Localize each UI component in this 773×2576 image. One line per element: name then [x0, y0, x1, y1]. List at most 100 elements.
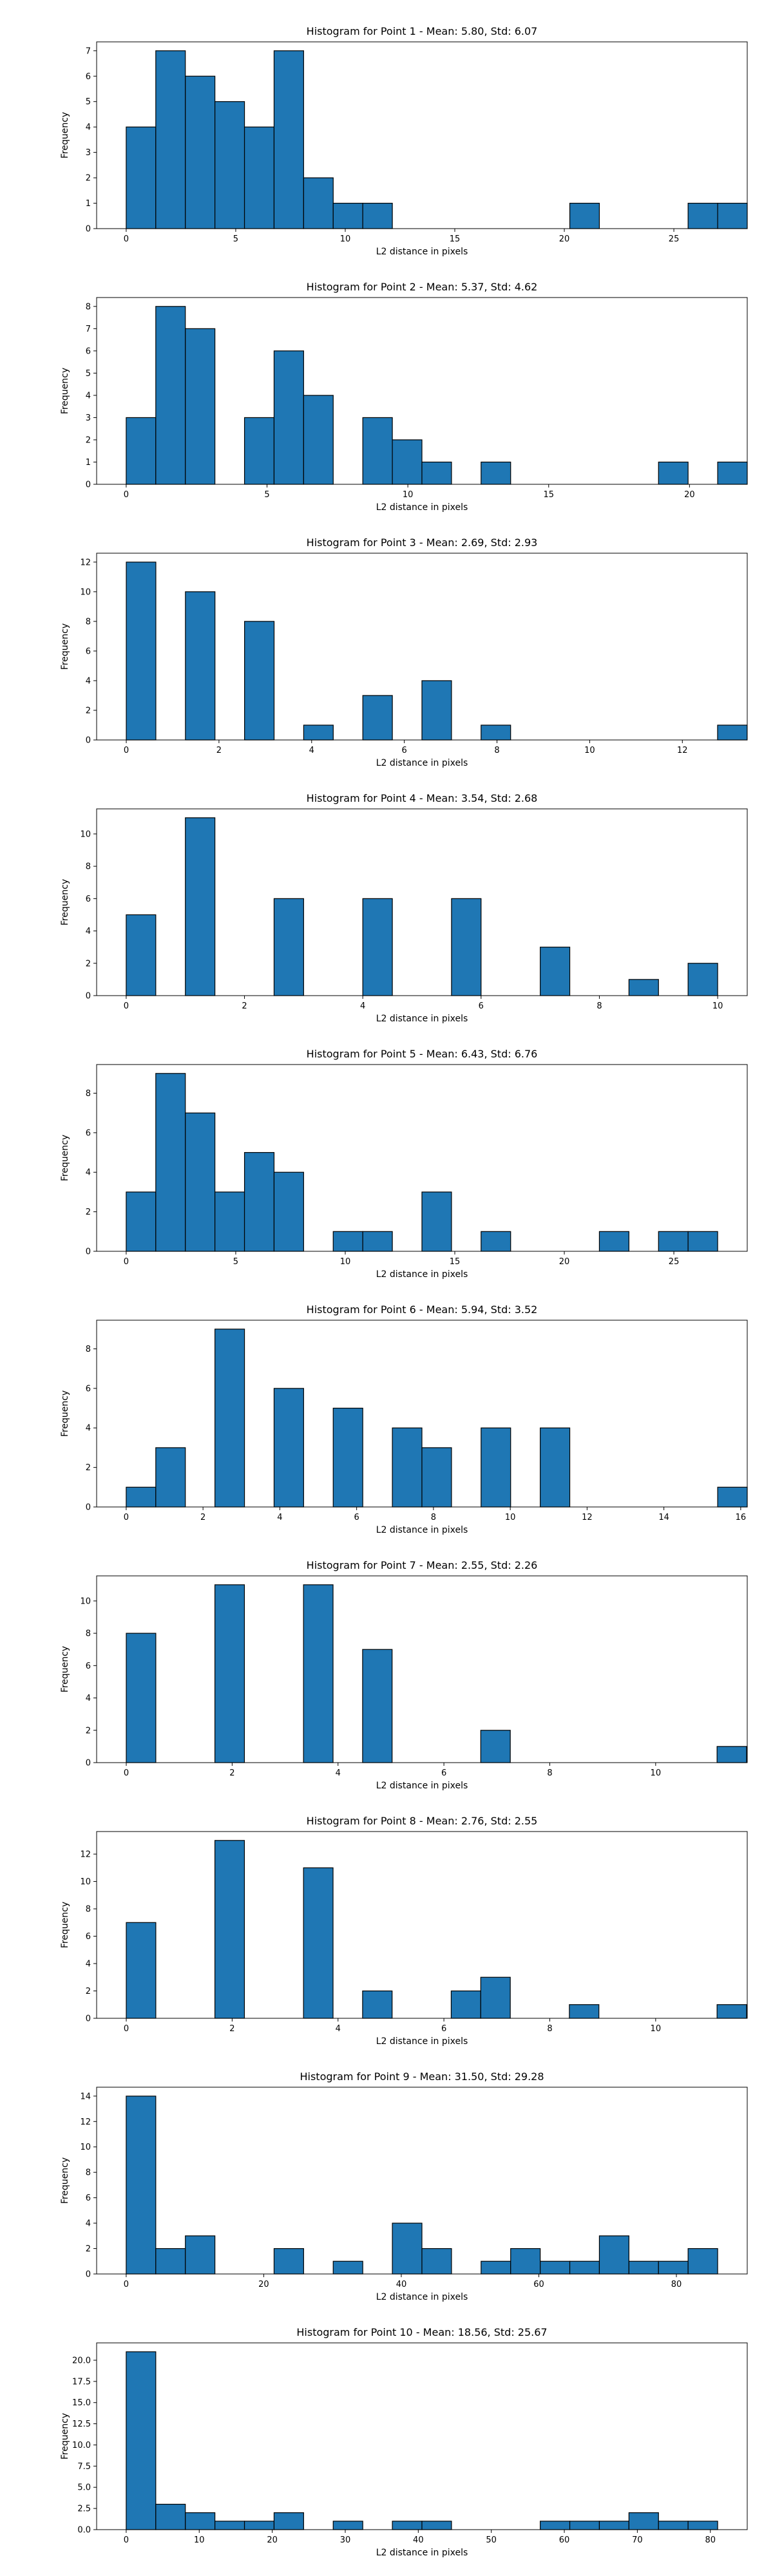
- x-tick-label: 60: [559, 2535, 570, 2545]
- y-tick-label: 8: [86, 1345, 91, 1354]
- x-tick-label: 40: [413, 2535, 424, 2545]
- y-tick-label: 10: [80, 2143, 91, 2152]
- histogram-bar: [303, 724, 334, 741]
- y-tick-label: 6: [86, 1384, 91, 1394]
- y-tick-label: 2: [86, 435, 91, 445]
- chart-title: Histogram for Point 6 - Mean: 5.94, Std:…: [307, 1303, 538, 1316]
- histogram-bar: [717, 1486, 748, 1508]
- histogram-bar: [273, 898, 304, 996]
- y-tick-label: 3: [86, 148, 91, 158]
- y-tick-label: 2: [86, 1987, 91, 1996]
- x-tick-label: 5: [233, 1257, 238, 1267]
- histogram-bar: [687, 2521, 718, 2530]
- y-tick-label: 0.0: [77, 2526, 91, 2535]
- histogram-bar: [303, 1867, 334, 2019]
- y-tick-label: 4: [86, 1960, 91, 1969]
- x-axis-label: L2 distance in pixels: [376, 1781, 468, 1791]
- histogram-bar: [332, 2260, 363, 2275]
- x-tick-label: 4: [360, 1001, 365, 1011]
- plot-frame: [96, 1831, 748, 2019]
- histogram-bar: [126, 1191, 157, 1252]
- histogram-bar: [214, 1584, 245, 1763]
- x-tick-label: 0: [124, 1768, 129, 1778]
- histogram-bar: [362, 417, 393, 485]
- histogram-bar: [716, 1746, 747, 1763]
- histogram-bar: [687, 1231, 718, 1252]
- y-tick-label: 2: [86, 959, 91, 969]
- y-tick-label: 12.5: [72, 2420, 91, 2429]
- y-tick-label: 8: [86, 2168, 91, 2178]
- x-tick-label: 5: [233, 234, 238, 244]
- histogram-7: Histogram for Point 7 - Mean: 2.55, Std:…: [60, 1559, 748, 1791]
- y-tick-label: 6: [86, 1932, 91, 1942]
- histogram-bar: [126, 1486, 157, 1508]
- y-tick-label: 3: [86, 413, 91, 423]
- y-tick-label: 6: [86, 2193, 91, 2203]
- y-tick-label: 8: [86, 1629, 91, 1639]
- x-axis-label: L2 distance in pixels: [376, 247, 468, 257]
- histogram-bar: [421, 680, 452, 741]
- x-tick-label: 10: [340, 234, 351, 244]
- histogram-bar: [481, 1231, 511, 1252]
- histogram-bar: [362, 1649, 393, 1763]
- histogram-bar: [273, 50, 304, 229]
- x-tick-label: 12: [582, 1513, 593, 1522]
- histogram-bar: [273, 2248, 304, 2275]
- x-tick-label: 10: [194, 2535, 205, 2545]
- y-tick-label: 5: [86, 369, 91, 379]
- chart-title: Histogram for Point 7 - Mean: 2.55, Std:…: [307, 1559, 538, 1571]
- histogram-bar: [155, 1073, 186, 1252]
- y-tick-label: 4: [86, 1424, 91, 1434]
- histogram-bar: [540, 2260, 571, 2275]
- y-axis-label: Frequency: [60, 1646, 70, 1692]
- x-tick-label: 15: [450, 234, 461, 244]
- histogram-bar: [628, 2512, 659, 2530]
- x-tick-label: 16: [736, 1513, 747, 1522]
- chart-title: Histogram for Point 5 - Mean: 6.43, Std:…: [307, 1048, 538, 1060]
- y-tick-label: 12: [80, 558, 91, 567]
- chart-title: Histogram for Point 8 - Mean: 2.76, Std:…: [307, 1815, 538, 1827]
- x-tick-label: 25: [669, 1257, 680, 1267]
- x-tick-label: 0: [124, 490, 129, 500]
- histogram-bar: [126, 2096, 157, 2275]
- y-axis-label: Frequency: [60, 623, 70, 670]
- x-tick-label: 10: [584, 746, 595, 755]
- histogram-bar: [244, 621, 275, 741]
- histogram-bar: [569, 2521, 600, 2530]
- y-tick-label: 2.5: [77, 2505, 91, 2514]
- x-tick-label: 12: [677, 746, 688, 755]
- x-tick-label: 6: [441, 2024, 446, 2034]
- y-axis-label: Frequency: [60, 879, 70, 925]
- histogram-bar: [687, 963, 718, 996]
- plot-frame: [96, 808, 748, 996]
- histogram-bar: [332, 1407, 363, 1508]
- y-tick-label: 10: [80, 587, 91, 597]
- histogram-bar: [687, 202, 718, 229]
- x-tick-label: 8: [596, 1001, 602, 1011]
- histogram-5: Histogram for Point 5 - Mean: 6.43, Std:…: [60, 1048, 748, 1280]
- histogram-bar: [273, 2512, 304, 2530]
- histogram-9: Histogram for Point 9 - Mean: 31.50, Std…: [60, 2070, 748, 2302]
- x-tick-label: 80: [705, 2535, 716, 2545]
- x-tick-label: 8: [547, 2024, 552, 2034]
- y-tick-label: 0: [86, 225, 91, 234]
- x-tick-label: 4: [277, 1513, 282, 1522]
- histogram-bar: [243, 1151, 275, 1252]
- histogram-bar: [126, 1922, 157, 2019]
- x-tick-label: 10: [712, 1001, 723, 1011]
- x-axis-label: L2 distance in pixels: [376, 502, 468, 513]
- histogram-bar: [480, 1976, 511, 2019]
- y-tick-label: 8: [86, 1089, 91, 1099]
- histogram-bar: [362, 1990, 393, 2019]
- y-tick-label: 10: [80, 829, 91, 839]
- x-tick-label: 4: [336, 2024, 341, 2034]
- histogram-bar: [185, 591, 216, 741]
- y-tick-label: 5.0: [77, 2483, 91, 2493]
- x-tick-label: 20: [559, 234, 570, 244]
- x-tick-label: 10: [505, 1513, 516, 1522]
- y-tick-label: 4: [86, 676, 91, 686]
- y-axis-label: Frequency: [60, 1390, 70, 1437]
- chart-title: Histogram for Point 3 - Mean: 2.69, Std:…: [307, 536, 538, 549]
- x-tick-label: 14: [658, 1513, 669, 1522]
- histogram-bar: [569, 202, 600, 229]
